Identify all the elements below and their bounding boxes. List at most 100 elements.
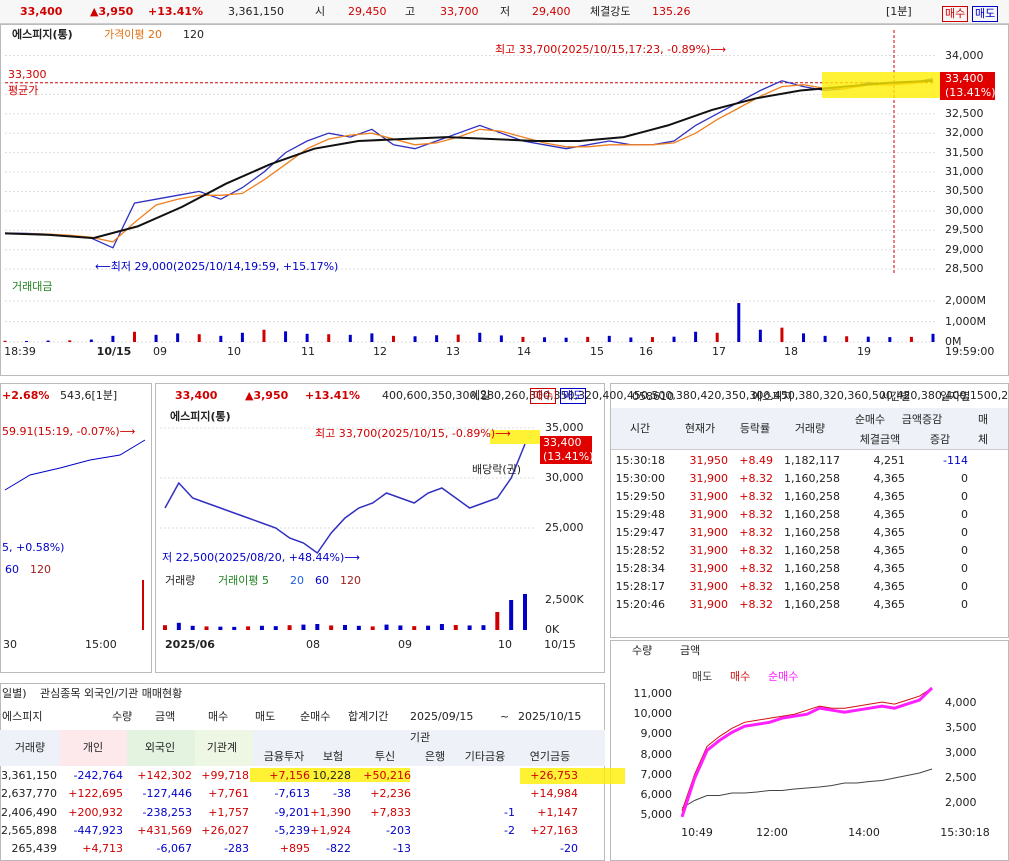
volume-bar [305, 333, 309, 342]
cell: 15:20:46 [615, 598, 665, 611]
volume-bar [176, 622, 181, 630]
label: 29,400 [532, 5, 571, 18]
x-tick-label: 12 [373, 345, 387, 358]
cell: 4,365 [873, 526, 906, 539]
volume-bar [931, 333, 935, 342]
sell-button[interactable]: 매도 [972, 6, 999, 22]
x-tick-label: 08 [306, 638, 320, 651]
x-tick-label: 15:30:18 [940, 826, 990, 839]
cell: 1,160,258 [784, 472, 840, 485]
cell: 31,900 [689, 580, 729, 593]
cell: 15:29:48 [615, 508, 665, 521]
label: 120 [183, 28, 204, 41]
label: +13.41% [148, 5, 204, 18]
volume-bar [132, 331, 136, 342]
cell: +1,757 [208, 805, 249, 819]
volume-bar [499, 335, 503, 342]
cell: 1,160,258 [784, 544, 840, 557]
label: 3,361,150 [228, 5, 284, 18]
cell: +142,302 [137, 769, 192, 782]
cell: 1,160,258 [784, 526, 840, 539]
label: 고 [405, 5, 416, 18]
x-tick-label: 10/15 [544, 638, 576, 651]
tick-label: 2,500K [545, 593, 584, 606]
highlight [822, 72, 940, 98]
cell: 4,365 [873, 544, 906, 557]
volume-bar [694, 331, 698, 342]
label: +13.41% [305, 389, 361, 402]
volume-bar [758, 329, 762, 342]
tick-label: 2,500 [945, 771, 977, 784]
cell: 31,900 [689, 508, 729, 521]
label: 거래량 [165, 574, 196, 587]
volume-bar [287, 625, 292, 630]
label: 60 [315, 574, 329, 587]
volume-bar [439, 624, 444, 630]
volume-bar [607, 335, 611, 342]
left-price [4, 439, 146, 491]
cell: 0 [961, 544, 968, 557]
cell: 1,160,258 [784, 508, 840, 521]
column-header: 증감 [929, 433, 951, 446]
label: 33,400 [20, 5, 63, 18]
tick-label: 30,500 [945, 184, 984, 198]
column-header: 거래량 [14, 741, 46, 754]
volume-bar [218, 626, 223, 630]
volume-bar [467, 625, 472, 630]
volume-bar [246, 626, 251, 630]
label: 관심종목 외국인/기관 매매현황 [40, 687, 183, 700]
volume-bar [384, 624, 389, 630]
label: 120 [340, 574, 361, 587]
label: 수량 [632, 644, 653, 657]
tick-label: 10,000 [633, 707, 673, 721]
column-header: 순매수 [854, 413, 886, 426]
sell-button[interactable]: 매도 [560, 388, 587, 404]
cell: 0 [961, 472, 968, 485]
tick-label: 30,000 [545, 471, 584, 484]
volume-bar [219, 335, 223, 342]
volume-bar [672, 336, 676, 342]
x-tick-label: 10/15 [96, 345, 132, 358]
label: (13.41%) [543, 450, 594, 463]
cell: +8.32 [739, 580, 773, 593]
cell: +8.32 [739, 598, 773, 611]
tick-label: 2,000M [945, 294, 986, 307]
line-series [681, 687, 933, 812]
header-bg [253, 730, 605, 766]
cell: -238,253 [142, 805, 192, 819]
cell: -38 [333, 787, 351, 801]
volume-bar [68, 340, 72, 342]
tick-label: 35,000 [545, 421, 584, 434]
volume-bar [3, 340, 7, 342]
volume-bar [240, 332, 244, 342]
cell: 4,365 [873, 508, 906, 521]
label: 5, +0.58%) [2, 541, 65, 554]
tick-label: 2,000 [945, 796, 977, 809]
cell: 4,251 [873, 454, 906, 467]
label: 거래이평 5 [218, 574, 269, 587]
cell: -114 [943, 454, 968, 467]
cell: 31,900 [689, 490, 729, 503]
volume-bar [176, 333, 180, 342]
column-header: 은행 [424, 750, 446, 763]
cell: 1,160,258 [784, 580, 840, 593]
radio-option: 금액 [155, 710, 176, 723]
cell: 2,637,770 [1, 787, 57, 801]
buy-button[interactable]: 매수 [942, 6, 969, 22]
tick-label: 8,000 [640, 747, 673, 761]
line-series [164, 443, 526, 555]
cell: +26,753 [530, 769, 578, 782]
label: ▲3,950 [245, 389, 289, 402]
buy-button[interactable]: 매수 [530, 388, 557, 404]
cell: -9,201 [274, 805, 310, 819]
label: +2.68% [2, 389, 50, 402]
volume-bar [348, 334, 352, 342]
highlight [250, 768, 410, 782]
radio-option: 순매수 [300, 710, 331, 723]
column-header: 금액증감 [901, 413, 943, 426]
current-box [540, 436, 592, 464]
line-series [4, 78, 934, 249]
label: 2025/10/15 [518, 710, 582, 723]
label: 가격이평 20 [104, 28, 162, 41]
label: 33,400 [945, 72, 984, 85]
